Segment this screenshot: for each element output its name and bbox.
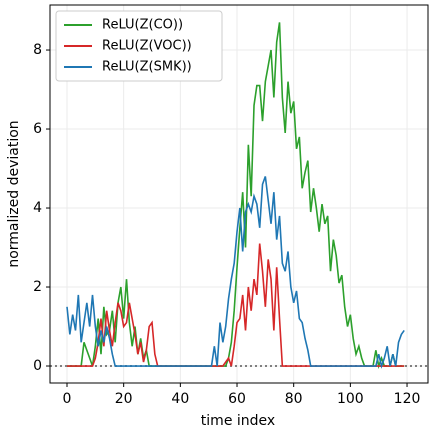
line-series (66, 176, 405, 369)
x-tick-label: 20 (115, 391, 133, 407)
y-tick-label: 0 (33, 358, 42, 374)
y-tick-label: 6 (33, 121, 42, 137)
plot-frame (49, 4, 429, 384)
legend-label: ReLU(Z(CO)) (102, 18, 183, 33)
x-tick-label: 80 (285, 391, 303, 407)
y-axis-label: normalized deviation (6, 120, 22, 267)
legend-label: ReLU(Z(SMK)) (102, 60, 192, 75)
x-axis-label: time index (201, 413, 275, 429)
y-tick-label: 8 (33, 42, 42, 58)
legend-box (55, 10, 223, 82)
line-series (67, 243, 405, 367)
x-tick-label: 120 (394, 391, 421, 407)
legend-label: ReLU(Z(VOC)) (102, 39, 192, 54)
x-tick-label: 60 (228, 391, 246, 407)
x-tick-label: 40 (171, 391, 189, 407)
x-tick-label: 0 (63, 391, 72, 407)
y-tick-label: 2 (33, 279, 42, 295)
legend: ReLU(Z(CO)) ReLU(Z(VOC)) ReLU(Z(SMK)) (55, 10, 223, 82)
line-series (67, 22, 405, 370)
y-tick-label: 4 (33, 200, 42, 216)
x-tick-label: 100 (337, 391, 364, 407)
